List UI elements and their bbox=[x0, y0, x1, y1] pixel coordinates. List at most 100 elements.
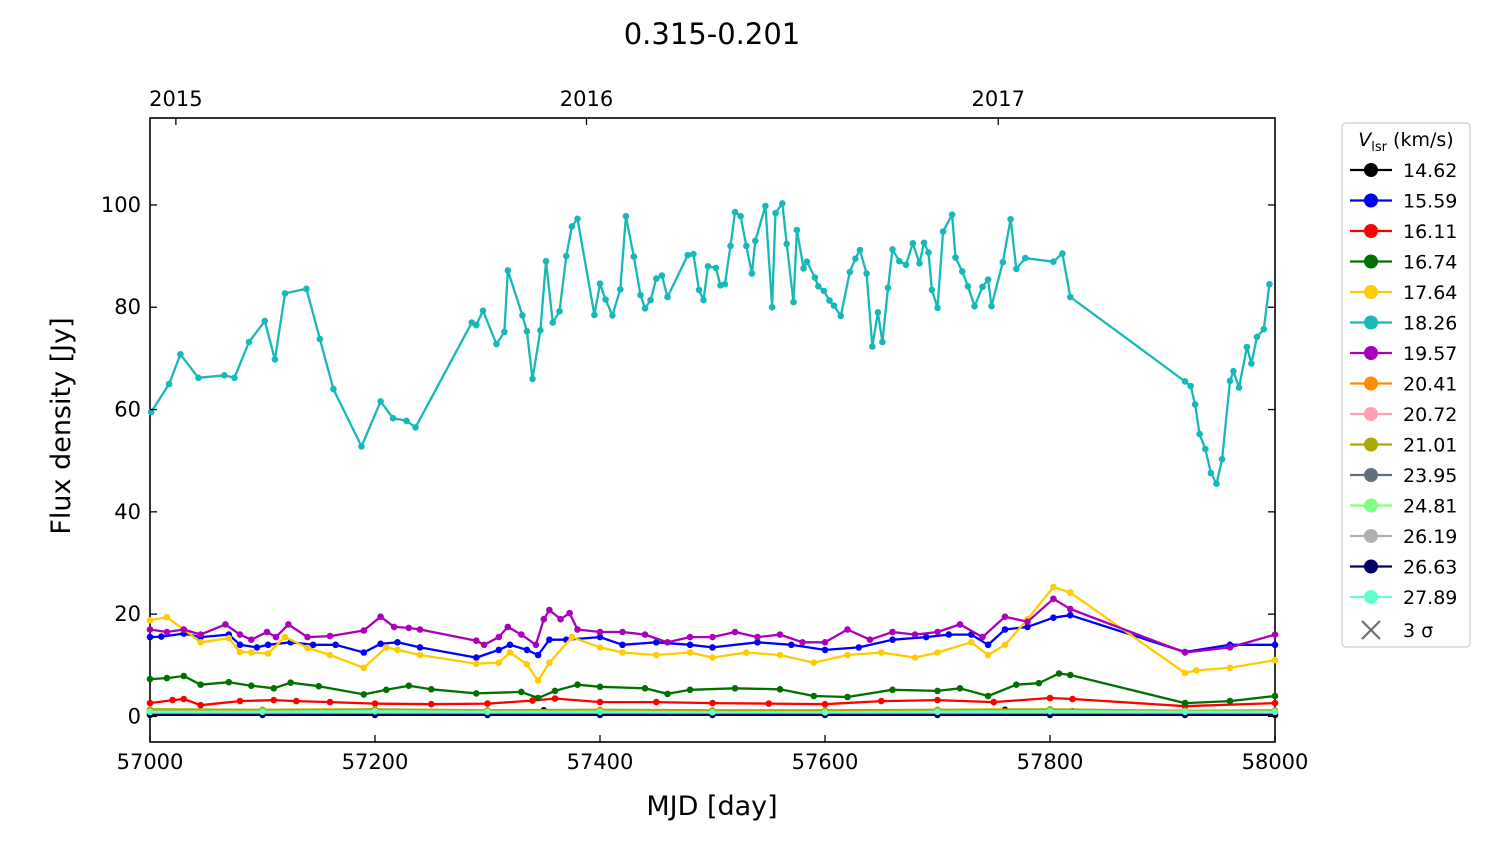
data-point-19.57-16 bbox=[416, 626, 424, 633]
data-point-17.64-27 bbox=[743, 649, 750, 656]
data-point-16.11-9 bbox=[428, 700, 435, 708]
data-point-18.26-123 bbox=[1260, 325, 1268, 333]
chart-title: 0.315-0.201 bbox=[624, 17, 801, 51]
data-point-18.26-101 bbox=[988, 302, 995, 310]
legend-label-3sigma: 3 σ bbox=[1403, 620, 1433, 642]
data-point-18.26-23 bbox=[504, 267, 512, 274]
data-point-16.11-12 bbox=[551, 695, 559, 702]
data-point-19.57-35 bbox=[754, 633, 761, 641]
data-point-16.74-25 bbox=[844, 693, 851, 701]
data-point-19.57-44 bbox=[956, 621, 964, 628]
data-point-18.26-44 bbox=[653, 275, 660, 282]
data-point-18.26-100 bbox=[984, 276, 992, 283]
data-point-18.26-35 bbox=[596, 280, 604, 288]
data-point-17.64-34 bbox=[968, 639, 975, 646]
data-point-19.57-14 bbox=[390, 623, 398, 631]
data-point-19.57-33 bbox=[709, 633, 716, 641]
data-point-16.74-12 bbox=[428, 686, 435, 693]
top-tick-label-2: 2017 bbox=[972, 87, 1025, 111]
legend-entry-23.95: 23.95 bbox=[1350, 465, 1457, 487]
data-point-18.26-57 bbox=[737, 212, 744, 220]
data-point-18.26-120 bbox=[1243, 343, 1251, 351]
data-point-17.64-25 bbox=[686, 649, 694, 656]
data-point-18.26-29 bbox=[549, 319, 557, 326]
data-point-16.74-9 bbox=[360, 691, 368, 698]
data-point-18.26-87 bbox=[909, 240, 917, 247]
data-point-17.64-18 bbox=[523, 661, 531, 668]
data-point-18.26-15 bbox=[389, 414, 397, 422]
data-point-18.26-42 bbox=[641, 305, 649, 312]
data-point-15.59-27 bbox=[754, 639, 761, 646]
data-point-15.59-12 bbox=[377, 640, 384, 648]
data-point-18.26-56 bbox=[731, 208, 739, 216]
data-point-16.11-15 bbox=[709, 699, 716, 707]
data-point-15.59-38 bbox=[1050, 614, 1057, 621]
data-point-18.26-60 bbox=[752, 237, 759, 245]
data-point-18.26-93 bbox=[939, 228, 947, 235]
data-point-18.26-27 bbox=[537, 327, 544, 334]
data-point-18.26-115 bbox=[1213, 480, 1220, 488]
data-point-16.74-26 bbox=[889, 686, 896, 694]
data-point-18.26-36 bbox=[602, 296, 609, 303]
data-point-18.26-99 bbox=[979, 283, 986, 291]
data-point-15.59-28 bbox=[788, 641, 795, 649]
data-point-18.26-74 bbox=[830, 302, 838, 310]
data-point-15.59-20 bbox=[546, 636, 553, 643]
data-point-19.57-22 bbox=[532, 641, 540, 649]
data-point-19.57-23 bbox=[540, 615, 548, 623]
data-point-17.64-4 bbox=[225, 634, 233, 642]
data-point-19.57-5 bbox=[236, 631, 244, 638]
data-point-18.26-12 bbox=[330, 385, 337, 393]
y-tick-label-1: 20 bbox=[114, 602, 141, 626]
legend-entry-19.57: 19.57 bbox=[1350, 343, 1457, 365]
data-point-15.59-7 bbox=[264, 641, 272, 649]
data-point-18.26-107 bbox=[1059, 250, 1066, 257]
data-point-19.57-52 bbox=[1271, 631, 1279, 638]
legend-entry-27.89: 27.89 bbox=[1350, 587, 1457, 609]
legend-marker-27.89 bbox=[1364, 590, 1378, 604]
data-point-19.57-9 bbox=[285, 621, 292, 628]
data-point-18.26-58 bbox=[743, 242, 750, 250]
data-point-18.26-68 bbox=[800, 265, 807, 272]
y-tick-label-4: 80 bbox=[114, 295, 141, 319]
data-point-27.89-7 bbox=[934, 708, 941, 716]
legend-entry-17.64: 17.64 bbox=[1350, 282, 1457, 304]
data-point-17.64-33 bbox=[934, 649, 941, 656]
data-point-18.26-98 bbox=[971, 302, 978, 310]
data-point-16.74-15 bbox=[534, 694, 542, 702]
data-point-16.74-21 bbox=[686, 686, 694, 694]
data-point-18.26-51 bbox=[704, 263, 712, 270]
data-point-17.64-38 bbox=[1050, 583, 1057, 591]
data-point-18.26-66 bbox=[790, 298, 797, 306]
top-year-axis: 2015 2016 2017 bbox=[149, 87, 1025, 125]
data-point-16.11-5 bbox=[270, 696, 278, 704]
data-point-18.26-48 bbox=[690, 250, 697, 258]
data-point-16.74-1 bbox=[163, 674, 171, 682]
data-point-18.26-14 bbox=[377, 398, 384, 405]
data-point-19.57-21 bbox=[518, 631, 525, 638]
data-point-18.26-118 bbox=[1230, 367, 1237, 375]
data-point-18.26-69 bbox=[803, 258, 811, 266]
data-point-18.26-81 bbox=[874, 309, 882, 316]
data-point-18.26-33 bbox=[574, 215, 581, 223]
legend-label-20.72: 20.72 bbox=[1403, 404, 1457, 426]
data-point-18.26-19 bbox=[473, 321, 480, 329]
data-point-18.26-0 bbox=[147, 408, 155, 416]
data-point-15.59-24 bbox=[653, 639, 660, 646]
data-point-19.57-47 bbox=[1024, 618, 1031, 626]
data-point-18.26-6 bbox=[245, 338, 253, 346]
data-point-17.64-28 bbox=[776, 651, 784, 659]
data-point-16.74-17 bbox=[574, 681, 581, 688]
data-point-18.26-80 bbox=[869, 343, 876, 350]
data-point-15.59-18 bbox=[523, 646, 531, 654]
y-tick-label-5: 100 bbox=[101, 193, 141, 217]
data-point-18.26-91 bbox=[928, 286, 936, 294]
data-point-16.74-3 bbox=[197, 681, 204, 688]
data-point-18.26-117 bbox=[1226, 377, 1234, 385]
data-point-16.74-35 bbox=[1226, 697, 1234, 705]
data-point-16.11-10 bbox=[484, 700, 491, 707]
data-point-17.64-21 bbox=[568, 633, 576, 641]
data-point-16.11-19 bbox=[934, 696, 941, 704]
data-point-15.59-36 bbox=[1001, 626, 1009, 633]
data-point-19.57-45 bbox=[979, 633, 986, 641]
